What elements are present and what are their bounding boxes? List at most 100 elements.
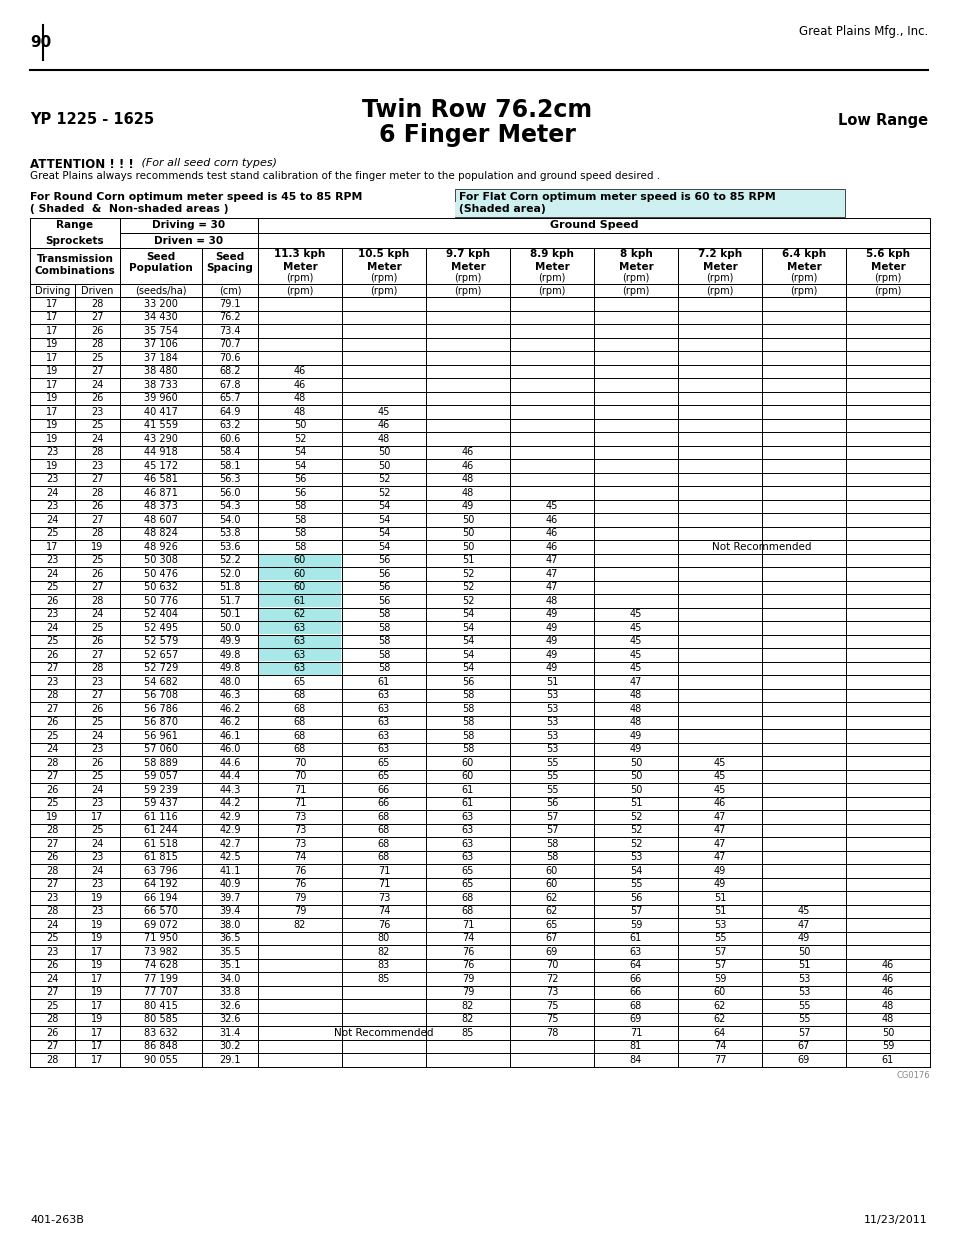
Text: 50: 50	[461, 529, 474, 538]
Text: 23: 23	[47, 474, 59, 484]
Text: 23: 23	[91, 798, 104, 808]
Text: 48: 48	[377, 433, 390, 443]
Text: 53: 53	[545, 704, 558, 714]
Text: 46.2: 46.2	[219, 718, 240, 727]
Text: 45: 45	[713, 771, 725, 782]
Text: Driven: Driven	[81, 285, 113, 295]
Text: 48: 48	[629, 718, 641, 727]
Text: 76: 76	[377, 920, 390, 930]
Text: 65: 65	[377, 771, 390, 782]
Text: 19: 19	[47, 367, 58, 377]
Text: 70.7: 70.7	[219, 340, 240, 350]
Bar	[258, 662, 341, 674]
Text: 63: 63	[461, 852, 474, 862]
Text: (rpm): (rpm)	[454, 285, 481, 295]
Text: 54: 54	[461, 650, 474, 659]
Text: 65: 65	[461, 879, 474, 889]
Text: 58: 58	[461, 745, 474, 755]
Text: 46: 46	[545, 515, 558, 525]
Text: 56: 56	[377, 569, 390, 579]
Text: 9.7 kph: 9.7 kph	[446, 249, 490, 259]
Text: 67: 67	[545, 934, 558, 944]
Text: 29.1: 29.1	[219, 1055, 240, 1065]
Text: 83 632: 83 632	[144, 1028, 178, 1037]
Text: 58: 58	[461, 690, 474, 700]
Text: 65: 65	[294, 677, 306, 687]
Text: 19: 19	[47, 340, 58, 350]
Text: 30.2: 30.2	[219, 1041, 240, 1051]
Text: Seed: Seed	[146, 252, 175, 262]
Text: 58: 58	[545, 839, 558, 848]
Text: 49: 49	[545, 636, 558, 646]
Text: 19: 19	[91, 934, 104, 944]
Text: 73 982: 73 982	[144, 947, 178, 957]
Text: Seed: Seed	[215, 252, 244, 262]
Text: 25: 25	[46, 636, 59, 646]
Text: 50.1: 50.1	[219, 609, 240, 619]
Text: 19: 19	[47, 461, 58, 471]
Text: 75: 75	[545, 1014, 558, 1024]
Text: 61: 61	[294, 595, 306, 605]
Text: 27: 27	[46, 704, 59, 714]
Text: 57: 57	[545, 825, 558, 835]
Text: Driving = 30: Driving = 30	[152, 221, 225, 231]
Text: 68: 68	[461, 906, 474, 916]
Text: 32.6: 32.6	[219, 1014, 240, 1024]
Text: 50 308: 50 308	[144, 556, 178, 566]
Text: 52 495: 52 495	[144, 622, 178, 632]
Text: 56 786: 56 786	[144, 704, 178, 714]
Text: 27: 27	[46, 987, 59, 997]
Text: 56: 56	[629, 893, 641, 903]
Text: 52 657: 52 657	[144, 650, 178, 659]
Text: Meter: Meter	[450, 262, 485, 272]
Text: 25: 25	[46, 934, 59, 944]
Text: 57: 57	[629, 906, 641, 916]
Text: 50: 50	[629, 771, 641, 782]
Text: 85: 85	[377, 973, 390, 984]
Text: 58: 58	[461, 731, 474, 741]
Text: 10.5 kph: 10.5 kph	[358, 249, 409, 259]
Text: 24: 24	[91, 731, 104, 741]
Text: 68: 68	[294, 718, 306, 727]
Text: Meter: Meter	[702, 262, 737, 272]
Text: 54: 54	[461, 609, 474, 619]
Text: 76: 76	[294, 879, 306, 889]
Text: 19: 19	[91, 961, 104, 971]
Text: 65: 65	[545, 920, 558, 930]
Text: 23: 23	[47, 677, 59, 687]
Text: 47: 47	[713, 825, 725, 835]
Text: 55: 55	[545, 784, 558, 795]
Text: 47: 47	[713, 839, 725, 848]
Text: 45: 45	[377, 406, 390, 416]
Text: 6.4 kph: 6.4 kph	[781, 249, 825, 259]
Text: 56: 56	[377, 595, 390, 605]
Text: 42.7: 42.7	[219, 839, 240, 848]
Text: 73: 73	[294, 839, 306, 848]
Text: 51: 51	[461, 556, 474, 566]
Text: 26: 26	[91, 636, 104, 646]
Text: 26: 26	[47, 650, 59, 659]
Text: 60: 60	[461, 771, 474, 782]
Text: 54: 54	[377, 542, 390, 552]
Text: Range: Range	[56, 221, 93, 231]
Text: 52: 52	[461, 582, 474, 593]
Text: 76: 76	[461, 961, 474, 971]
Text: 48: 48	[545, 595, 558, 605]
Text: 66: 66	[629, 987, 641, 997]
Text: 24: 24	[91, 433, 104, 443]
Text: 50: 50	[797, 947, 809, 957]
Text: 25: 25	[46, 798, 59, 808]
Text: 69: 69	[629, 1014, 641, 1024]
Text: 25: 25	[91, 353, 104, 363]
Text: 57: 57	[545, 811, 558, 821]
Text: 5.6 kph: 5.6 kph	[865, 249, 909, 259]
Text: 23: 23	[91, 745, 104, 755]
Text: 28: 28	[91, 663, 104, 673]
Text: Combinations: Combinations	[34, 267, 115, 277]
Text: 45: 45	[713, 784, 725, 795]
Text: 46.0: 46.0	[219, 745, 240, 755]
Text: 73: 73	[545, 987, 558, 997]
Text: 50: 50	[461, 515, 474, 525]
Text: 19: 19	[47, 811, 58, 821]
Text: 17: 17	[47, 326, 59, 336]
